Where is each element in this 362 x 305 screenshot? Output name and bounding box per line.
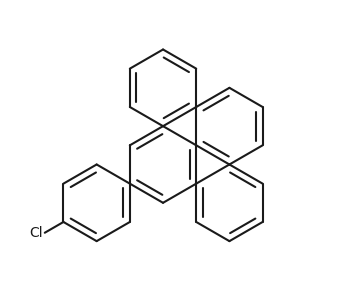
Text: Cl: Cl — [29, 226, 42, 240]
